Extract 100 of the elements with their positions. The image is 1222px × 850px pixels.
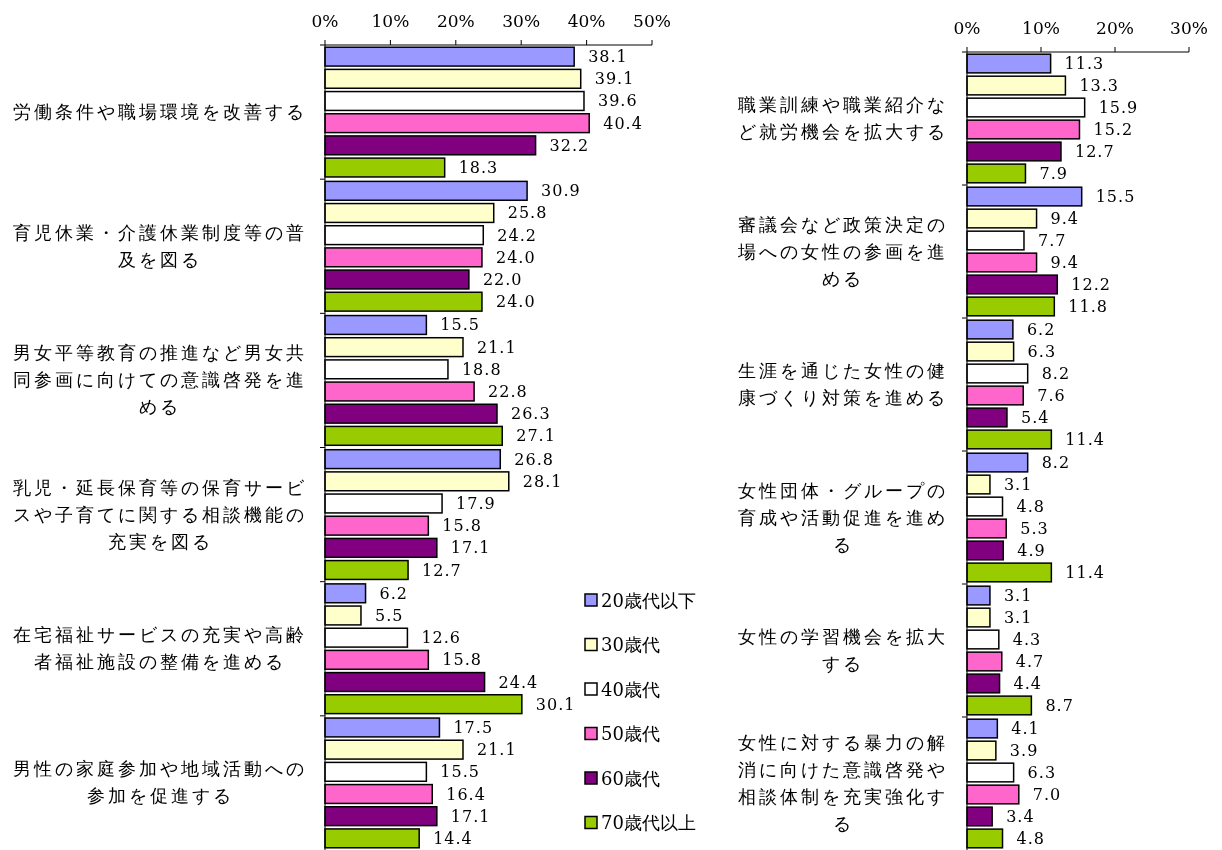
- data-label: 15.5: [1095, 187, 1136, 207]
- data-label: 28.1: [522, 471, 563, 491]
- legend-label: 20歳代以下: [601, 589, 696, 611]
- data-label: 6.3: [1027, 342, 1057, 362]
- data-label: 3.1: [1003, 608, 1033, 628]
- data-label: 7.0: [1032, 784, 1062, 804]
- data-label: 13.3: [1079, 76, 1120, 96]
- data-label: 39.1: [594, 69, 635, 89]
- data-label: 3.1: [1003, 586, 1033, 606]
- data-label: 5.3: [1020, 518, 1049, 538]
- data-label: 26.3: [511, 404, 551, 424]
- data-label: 3.4: [1006, 806, 1035, 826]
- y-tick-label: 女性に対する暴力の解消に向けた意識啓発や相談体制を充実強化する: [738, 732, 948, 834]
- data-label: 24.2: [497, 225, 537, 245]
- x-tick-label: 30%: [1170, 18, 1208, 38]
- data-label: 18.8: [461, 359, 502, 379]
- x-tick-label: 0%: [311, 11, 339, 31]
- data-label: 18.3: [458, 158, 499, 178]
- data-label: 24.0: [495, 292, 536, 312]
- x-tick-label: 0%: [953, 18, 981, 38]
- y-tick-label: 男性の家庭参加や地域活動への参加を促進する: [13, 758, 307, 807]
- data-label: 38.1: [588, 47, 628, 67]
- data-label: 6.2: [1026, 320, 1056, 340]
- data-label: 4.7: [1015, 651, 1045, 671]
- data-label: 24.0: [495, 247, 536, 267]
- legend-label: 40歳代: [601, 678, 660, 700]
- data-label: 12.6: [421, 628, 462, 648]
- data-label: 22.0: [482, 270, 523, 290]
- legend-label: 60歳代: [601, 767, 660, 789]
- data-label: 11.4: [1065, 429, 1105, 449]
- data-label: 7.6: [1037, 385, 1066, 405]
- data-label: 39.6: [597, 91, 638, 111]
- data-label: 12.2: [1071, 274, 1111, 294]
- data-label: 3.9: [1009, 741, 1039, 761]
- x-tick-label: 10%: [1022, 18, 1060, 38]
- data-label: 12.7: [422, 560, 462, 580]
- data-label: 27.1: [516, 426, 556, 446]
- y-tick-label: 審議会など政策決定の場への女性の参画を進める: [737, 213, 948, 289]
- data-label: 15.5: [440, 762, 480, 782]
- data-label: 4.1: [1011, 719, 1040, 739]
- data-label: 8.2: [1041, 453, 1071, 473]
- y-tick-label: 女性の学習機会を拡大する: [738, 626, 948, 674]
- y-tick-label: 男女平等教育の推進など男女共同参画に向けての意識啓発を進める: [13, 342, 307, 418]
- data-label: 21.1: [476, 337, 517, 357]
- data-label: 32.2: [549, 135, 590, 155]
- data-label: 17.1: [450, 538, 491, 558]
- data-label: 6.3: [1027, 763, 1057, 783]
- y-tick-label: 乳児・延長保育等の保育サービスや子育てに関する相談機能の充実を図る: [13, 476, 307, 552]
- data-label: 15.2: [1093, 119, 1134, 139]
- data-label: 11.8: [1068, 296, 1108, 316]
- data-label: 40.4: [603, 113, 643, 133]
- legend-label: 30歳代: [601, 634, 660, 655]
- data-label: 5.5: [374, 605, 404, 625]
- legend-label: 70歳代以上: [601, 812, 696, 833]
- x-tick-label: 40%: [567, 11, 606, 31]
- x-tick-label: 30%: [502, 11, 541, 31]
- data-label: 15.8: [442, 650, 482, 670]
- legend-label: 50歳代: [601, 723, 660, 744]
- data-label: 22.8: [488, 382, 528, 401]
- data-label: 7.9: [1039, 163, 1068, 183]
- data-label: 4.8: [1016, 497, 1045, 517]
- y-tick-label: 生涯を通じた女性の健康づくり対策を進める: [738, 360, 948, 408]
- y-tick-label: 職業訓練や職業紹介など就労機会を拡大する: [738, 94, 948, 142]
- data-label: 30.1: [535, 694, 576, 714]
- data-label: 17.1: [450, 806, 491, 826]
- data-label: 4.9: [1017, 540, 1046, 560]
- data-label: 21.1: [476, 740, 517, 760]
- data-label: 25.8: [507, 203, 548, 223]
- data-label: 15.5: [440, 315, 480, 335]
- x-tick-label: 20%: [436, 11, 475, 31]
- data-label: 12.7: [1074, 141, 1115, 161]
- data-label: 11.3: [1064, 54, 1105, 74]
- data-label: 26.8: [514, 449, 554, 469]
- data-label: 30.9: [541, 181, 581, 201]
- data-label: 4.4: [1013, 673, 1043, 693]
- data-label: 8.2: [1041, 364, 1071, 384]
- data-label: 15.9: [1098, 98, 1139, 118]
- data-label: 9.4: [1050, 209, 1080, 229]
- x-tick-label: 50%: [633, 11, 671, 31]
- data-label: 11.4: [1065, 562, 1105, 582]
- x-tick-label: 20%: [1096, 18, 1134, 38]
- data-label: 16.4: [446, 784, 486, 804]
- y-tick-label: 労働条件や職場環境を改善する: [13, 101, 307, 123]
- x-tick-label: 10%: [371, 11, 410, 31]
- data-label: 4.3: [1012, 630, 1042, 650]
- data-label: 9.4: [1050, 252, 1080, 272]
- data-label: 14.4: [433, 828, 473, 848]
- y-tick-label: 女性団体・グループの育成や活動促進を進める: [738, 479, 948, 555]
- data-label: 3.1: [1003, 475, 1033, 495]
- data-label: 8.7: [1045, 695, 1074, 715]
- data-label: 24.4: [498, 672, 539, 692]
- data-label: 5.4: [1020, 407, 1050, 427]
- data-label: 17.5: [453, 717, 494, 737]
- data-label: 4.8: [1016, 828, 1045, 848]
- data-label: 17.9: [456, 494, 496, 513]
- data-label: 6.2: [379, 583, 408, 603]
- data-label: 7.7: [1037, 231, 1067, 251]
- y-tick-label: 在宅福祉サービスの充実や高齢者福祉施設の整備を進める: [13, 624, 307, 673]
- y-tick-label: 育児休業・介護休業制度等の普及を図る: [13, 221, 307, 270]
- data-label: 15.8: [442, 516, 482, 536]
